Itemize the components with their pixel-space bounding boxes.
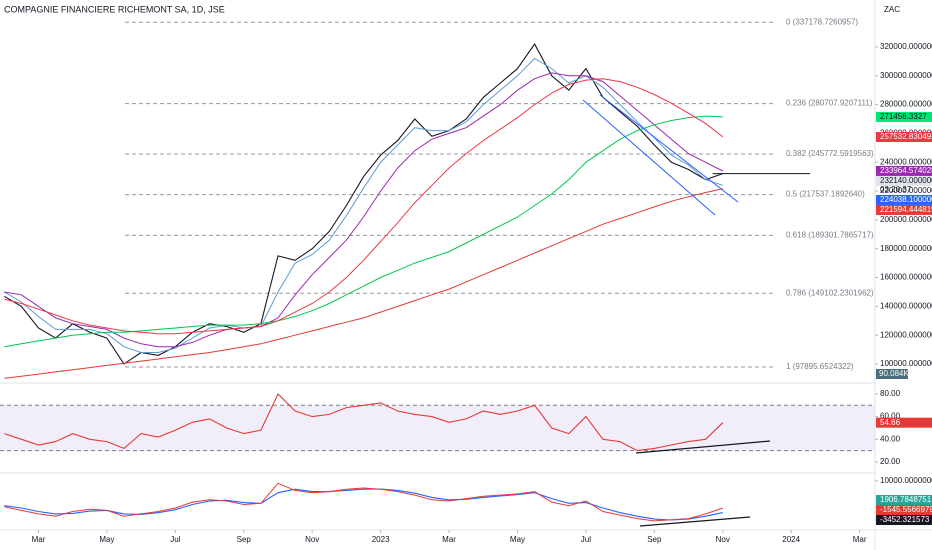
y-tick-label: 10000.0000000	[880, 476, 932, 485]
plot-layers: 0 (337178.7260957) 0.236 (280707.9207111)…	[0, 17, 875, 522]
price-badge-label: 1906.7848751	[880, 495, 932, 504]
y-tick-label: 120000.0000000	[880, 330, 932, 339]
price-badge-label: 233964.5740284	[880, 166, 932, 175]
rsi-trend-line	[635, 440, 771, 454]
y-tick-label: 200000.0000000	[880, 215, 932, 224]
price-badge	[876, 515, 932, 526]
price-badge-label: 224038.1000000	[880, 195, 932, 204]
price-badge-label: 257532.8304916	[880, 132, 932, 141]
price-badge	[876, 194, 932, 205]
price-badge-label: 54.66	[880, 418, 901, 427]
y-tick-label: 20.00	[880, 457, 901, 466]
price-badge	[876, 204, 932, 215]
volume-badge-label: 90.084K	[879, 369, 909, 378]
y-tick-label: 40.00	[880, 434, 901, 443]
y-tick-label: 220000.0000000	[880, 186, 932, 195]
y-tick-label: 100000.0000000	[880, 359, 932, 368]
price-badge	[876, 165, 932, 176]
fib-label: 1 (97895.6524322)	[786, 362, 854, 371]
y-tick-label: 300000.0000000	[880, 71, 932, 80]
chart-title: COMPAGNIE FINANCIERE RICHEMONT SA, 1D, J…	[4, 4, 225, 14]
indicator-line	[4, 72, 724, 348]
x-tick-label: Sep	[647, 535, 662, 544]
indicator-line	[4, 482, 723, 522]
channel-line	[582, 99, 716, 216]
fib-label: 0.382 (245772.5919563)	[786, 149, 874, 158]
fib-label: 0 (337178.7260957)	[786, 17, 858, 26]
volume-badge	[876, 369, 908, 379]
fib-label: 0.236 (280707.9207111)	[786, 99, 873, 108]
x-tick-label: Mar	[853, 535, 867, 544]
indicator-line	[4, 57, 723, 353]
indicator-line	[4, 78, 724, 335]
channel-line	[599, 94, 739, 203]
fib-label: 0.786 (149102.2301962)	[786, 288, 874, 297]
price-badge-label: 232140.0000000	[880, 176, 932, 185]
x-tick-label: Mar	[32, 535, 46, 544]
price-badge	[876, 417, 932, 428]
price-badge	[876, 495, 932, 506]
indicator-line	[4, 115, 723, 348]
price-badge	[876, 175, 932, 186]
x-tick-label: Nov	[716, 535, 730, 544]
price-badge	[876, 111, 932, 122]
fib-label: 0.618 (189301.7865717)	[786, 230, 874, 239]
y-tick-label: 180000.0000000	[880, 244, 932, 253]
x-tick-label: May	[99, 535, 114, 544]
fib-label: 0.5 (217537.1892640)	[786, 190, 865, 199]
price-badge-label: -1545.5566979	[880, 505, 932, 514]
price-badge	[876, 505, 932, 516]
x-tick-label: Nov	[305, 535, 319, 544]
countdown: 03:20:37	[880, 185, 912, 194]
y-tick-label: 140000.0000000	[880, 301, 932, 310]
indicator-line	[4, 188, 723, 379]
x-tick-label: Sep	[237, 535, 252, 544]
y-tick-label: 280000.0000000	[880, 100, 932, 109]
currency: ZAC	[884, 5, 900, 14]
x-tick-label: 2024	[782, 535, 800, 544]
price-badge	[876, 131, 932, 142]
price-badge-label: 221594.4448196	[880, 205, 932, 214]
x-tick-label: 2023	[372, 535, 390, 544]
price-badge-label: 271456.3327	[880, 112, 927, 121]
macd-trend-line	[639, 516, 751, 527]
y-tick-label: 160000.0000000	[880, 273, 932, 282]
x-tick-label: Jul	[581, 535, 591, 544]
y-tick-label: 80.00	[880, 389, 901, 398]
y-tick-label: 60.00	[880, 412, 901, 421]
x-tick-label: Mar	[442, 535, 456, 544]
x-tick-label: Jul	[170, 535, 180, 544]
indicator-line	[4, 393, 724, 452]
x-tick-label: May	[510, 535, 525, 544]
price-badge-label: -3452.321573	[880, 515, 930, 524]
y-tick-label: 320000.0000000	[880, 42, 932, 51]
indicator-line	[4, 488, 723, 521]
y-tick-label: 240000.0000000	[880, 157, 932, 166]
rsi-band	[0, 405, 875, 451]
